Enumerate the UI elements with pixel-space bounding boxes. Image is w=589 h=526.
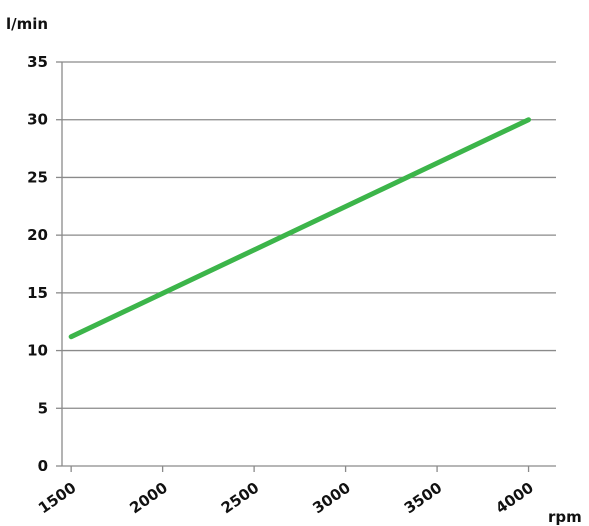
tick-labels: 0 5 10 15 20 25 30 35 1500 2000 2500 3000 3500 4000 [27, 53, 537, 517]
x-tick-label: 1500 [35, 479, 80, 518]
y-tick-label: 25 [27, 168, 48, 186]
x-axis-label: rpm [548, 508, 582, 526]
y-axis-label: l/min [6, 15, 48, 33]
x-tick-label: 2000 [126, 479, 171, 518]
x-tick-label: 3000 [309, 479, 354, 518]
y-tick-label: 30 [27, 111, 48, 129]
series-layer [68, 117, 532, 340]
y-tick-label: 10 [27, 342, 48, 360]
x-tick-label: 3500 [401, 479, 446, 518]
y-tick-label: 15 [27, 284, 48, 302]
grid-lines [62, 61, 556, 409]
y-tick-label: 20 [27, 226, 48, 244]
x-tick-label: 4000 [492, 479, 537, 518]
y-tick-label: 35 [27, 53, 48, 71]
axes [56, 61, 556, 472]
y-tick-label: 0 [38, 457, 48, 475]
series-line [68, 117, 532, 340]
x-tick-label: 2500 [218, 479, 263, 518]
y-tick-label: 5 [38, 399, 48, 417]
